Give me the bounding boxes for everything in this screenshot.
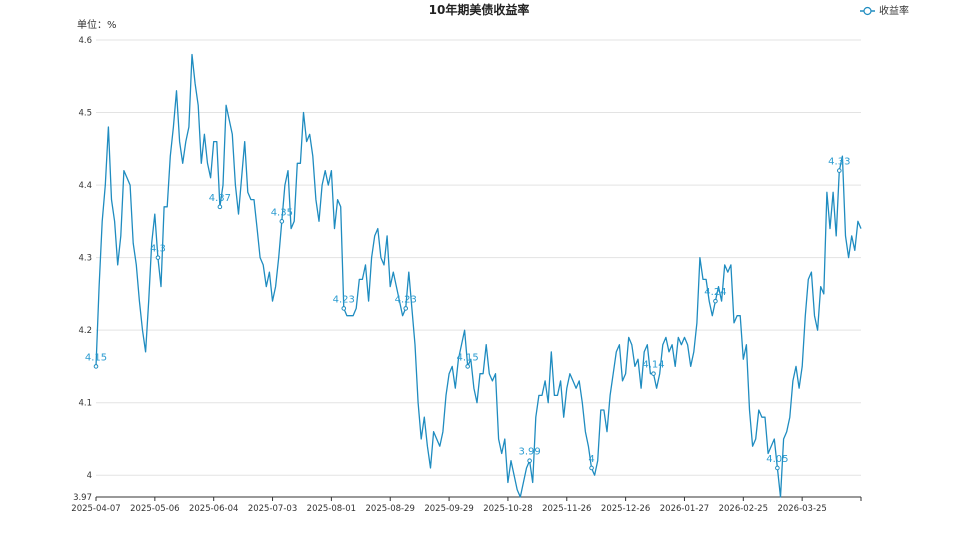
data-point[interactable]	[589, 465, 594, 471]
y-tick-label: 4.2	[78, 326, 92, 336]
data-point[interactable]	[465, 364, 470, 369]
legend-marker-icon	[863, 6, 872, 16]
data-label: 4.23	[395, 294, 417, 305]
y-tick-label: 4.6	[78, 36, 92, 46]
x-tick-label: 2026-03-25	[777, 504, 826, 514]
x-tick-label: 2025-09-29	[424, 504, 473, 514]
x-tick-label: 2025-11-26	[542, 504, 591, 514]
data-point[interactable]	[651, 371, 656, 376]
data-label: 4.15	[457, 352, 479, 363]
series-line-yield[interactable]	[95, 53, 862, 498]
data-point[interactable]	[217, 204, 223, 210]
data-label: 4.33	[828, 157, 850, 168]
data-label: 4.24	[704, 287, 726, 298]
legend[interactable]: 收益率	[860, 4, 909, 17]
data-label: 4.35	[271, 207, 293, 218]
data-point[interactable]	[93, 364, 99, 369]
y-axis: 4.6 4.5 4.4 4.3 4.2 4.1 4 3.97	[73, 36, 92, 503]
data-label: 4.37	[209, 193, 231, 204]
chart-title: 10年期美债收益率	[429, 2, 530, 17]
y-tick-label: 4	[87, 471, 92, 481]
data-point[interactable]	[527, 458, 532, 464]
data-label: 4.14	[642, 360, 664, 371]
x-tick-label: 2025-08-29	[366, 504, 415, 514]
x-tick-label: 2025-10-28	[483, 504, 532, 514]
x-tick-label: 2025-06-04	[189, 504, 238, 514]
x-tick-label: 2025-08-01	[307, 504, 356, 514]
data-label: 4.23	[333, 294, 355, 305]
y-tick-label: 4.3	[78, 254, 92, 264]
data-point[interactable]	[279, 219, 285, 224]
data-labels: 4.15 4.3 4.37 4.35 4.23 4.23 4.15 3.99 4 4.14 4.24…	[85, 157, 850, 471]
data-point[interactable]	[341, 306, 347, 311]
data-label: 3.99	[518, 447, 540, 458]
data-label: 4.05	[766, 454, 788, 465]
y-tick-label: 4.1	[78, 399, 92, 409]
x-tick-label: 2026-01-27	[660, 504, 709, 514]
y-tick-label: 4.4	[78, 181, 92, 191]
data-point[interactable]	[837, 168, 842, 173]
data-label: 4.3	[150, 244, 166, 255]
series-layer	[95, 53, 862, 498]
data-point[interactable]	[713, 298, 718, 304]
y-tick-label: 3.97	[73, 493, 92, 503]
grid	[96, 39, 861, 498]
data-point[interactable]	[403, 306, 409, 311]
data-label: 4.15	[85, 352, 107, 363]
unit-label: 单位：%	[77, 18, 117, 31]
data-label: 4	[588, 454, 594, 465]
x-tick-label: 2025-12-26	[601, 504, 650, 514]
legend-label: 收益率	[879, 4, 909, 17]
data-point[interactable]	[155, 255, 161, 260]
x-axis: 2025-04-07 2025-05-06 2025-06-04 2025-07-03…	[71, 496, 862, 514]
x-tick-label: 2025-07-03	[248, 504, 297, 514]
x-tick-label: 2026-02-25	[719, 504, 768, 514]
x-tick-label: 2025-04-07	[71, 504, 120, 514]
x-tick-label: 2025-05-06	[130, 504, 179, 514]
data-point[interactable]	[775, 465, 780, 471]
y-tick-label: 4.5	[78, 109, 92, 119]
